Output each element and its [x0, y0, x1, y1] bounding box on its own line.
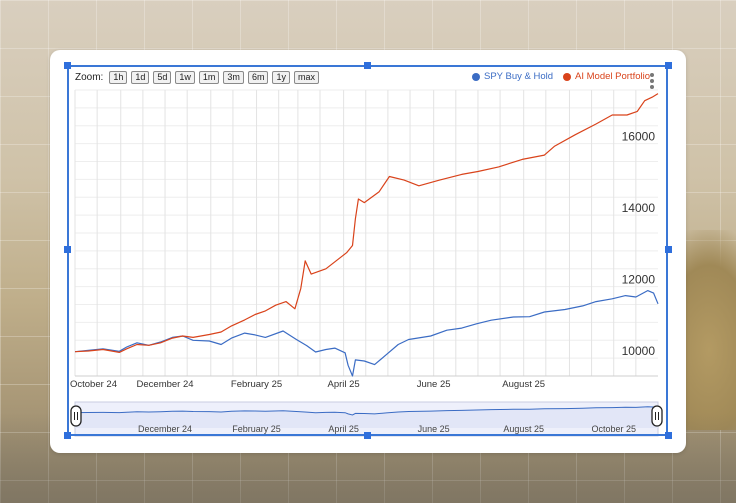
- zoom-button-1y[interactable]: 1y: [272, 70, 290, 84]
- navigator-tick-label: August 25: [503, 424, 544, 434]
- selection-frame[interactable]: [67, 65, 668, 436]
- resize-handle-bottom[interactable]: [364, 432, 371, 439]
- zoom-toolbar: Zoom: 1h 1d 5d 1w 1m 3m 6m 1y max: [75, 70, 319, 84]
- legend-item-spy[interactable]: SPY Buy & Hold: [472, 71, 553, 82]
- more-options-icon[interactable]: [650, 73, 654, 89]
- y-tick-label: 14000: [622, 201, 656, 215]
- zoom-label: Zoom:: [75, 71, 104, 83]
- navigator-line: [74, 406, 659, 416]
- resize-handle-top-right[interactable]: [665, 62, 672, 69]
- navigator-handle-right[interactable]: [651, 405, 663, 427]
- series-line-ai: [74, 93, 659, 353]
- x-axis: October 24 December 24 February 25 April 25…: [70, 379, 545, 390]
- navigator-tick-label: October 25: [591, 424, 636, 434]
- resize-handle-top-left[interactable]: [64, 62, 71, 69]
- legend-marker-spy: [472, 72, 480, 81]
- x-tick-label: February 25: [231, 379, 282, 390]
- zoom-button-max[interactable]: max: [293, 70, 319, 84]
- chart-legend: SPY Buy & Hold AI Model Portfolio: [472, 71, 650, 82]
- navigator-handle-body: [70, 405, 82, 427]
- x-tick-label: December 24: [137, 379, 194, 390]
- navigator-tick-label: April 25: [328, 424, 359, 434]
- navigator-tick-label: June 25: [418, 424, 450, 434]
- chart-grid: [74, 89, 658, 377]
- navigator-tick-label: February 25: [232, 424, 281, 434]
- zoom-button-1w[interactable]: 1w: [175, 70, 195, 84]
- zoom-button-6m[interactable]: 6m: [247, 70, 269, 84]
- series-line-spy: [74, 290, 659, 377]
- resize-handle-bottom-left[interactable]: [64, 432, 71, 439]
- y-tick-label: 12000: [622, 272, 656, 286]
- x-tick-label: October 24: [70, 379, 117, 390]
- chart-series: [74, 93, 659, 377]
- y-axis: 10000 12000 14000 16000: [622, 129, 656, 358]
- zoom-button-5d[interactable]: 5d: [153, 70, 172, 84]
- x-tick-label: June 25: [417, 379, 451, 390]
- legend-item-ai[interactable]: AI Model Portfolio: [563, 71, 650, 82]
- navigator-handle-left[interactable]: [70, 405, 82, 427]
- y-tick-label: 10000: [622, 344, 656, 358]
- legend-label-ai: AI Model Portfolio: [575, 71, 650, 82]
- range-navigator: December 24 February 25 April 25 June 25 Aug…: [70, 401, 663, 437]
- zoom-button-1d[interactable]: 1d: [131, 70, 150, 84]
- navigator-tick-label: December 24: [138, 424, 192, 434]
- chart-card: [50, 50, 686, 453]
- zoom-button-1h[interactable]: 1h: [109, 70, 128, 84]
- resize-handle-left[interactable]: [64, 246, 71, 253]
- resize-handle-right[interactable]: [665, 246, 672, 253]
- y-tick-label: 16000: [622, 129, 656, 143]
- legend-label-spy: SPY Buy & Hold: [484, 71, 554, 82]
- legend-marker-ai: [563, 72, 572, 81]
- resize-handle-bottom-right[interactable]: [665, 432, 672, 439]
- x-tick-label: August 25: [502, 379, 545, 390]
- zoom-button-1m[interactable]: 1m: [198, 70, 220, 84]
- resize-handle-top[interactable]: [364, 62, 371, 69]
- zoom-button-3m[interactable]: 3m: [223, 70, 244, 84]
- x-tick-label: April 25: [328, 379, 360, 390]
- navigator-handle-body: [651, 405, 663, 427]
